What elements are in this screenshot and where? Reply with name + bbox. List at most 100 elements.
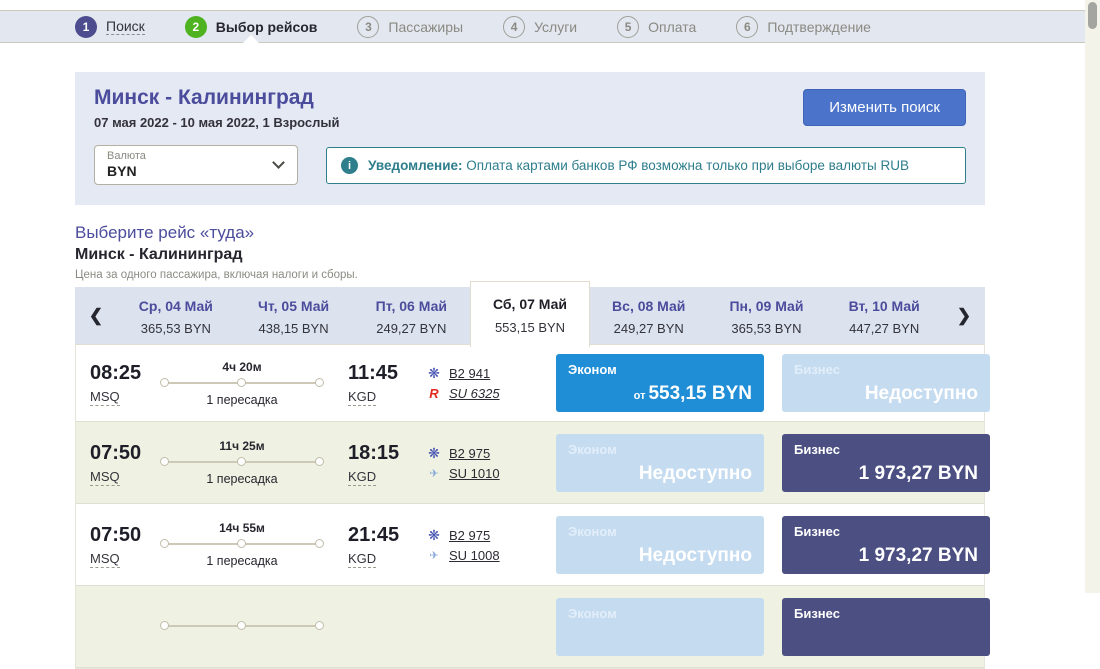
timeline-dot-end — [315, 457, 324, 466]
date-tab-date: Пт, 06 Май — [375, 297, 447, 314]
fare-price — [975, 627, 978, 649]
date-tab-price: 249,27 BYN — [376, 320, 447, 336]
price-value: Недоступно — [638, 544, 752, 566]
fare-price: Недоступно — [636, 545, 752, 567]
edit-search-button[interactable]: Изменить поиск — [803, 89, 966, 126]
date-tab-date: Вс, 08 Май — [612, 297, 686, 314]
departure-airport: MSQ — [90, 550, 158, 568]
flight-number-link[interactable]: B2 941 — [449, 366, 491, 381]
airline-segments: ❋ B2 975 ✈ SU 1010 — [426, 445, 556, 481]
carousel-next-icon[interactable]: ❯ — [943, 306, 985, 326]
flight-number-link[interactable]: B2 975 — [449, 445, 491, 461]
flight-number-link[interactable]: B2 975 — [449, 527, 491, 543]
date-tab-1[interactable]: Ср, 04 Май 365,53 BYN — [117, 296, 235, 336]
price-note: Цена за одного пассажира, включая налоги… — [75, 269, 358, 281]
date-tab-7[interactable]: Вт, 10 Май 447,27 BYN — [825, 296, 943, 336]
timeline-line — [160, 539, 324, 548]
departure-airport-code[interactable]: MSQ — [90, 389, 120, 406]
date-tab-price: 249,27 BYN — [613, 320, 684, 336]
flight-timeline: 14ч 55м 1 пересадка — [158, 521, 326, 568]
departure: 07:50 MSQ — [90, 523, 158, 568]
currency-value: BYN — [107, 162, 137, 179]
flight-number-link[interactable]: SU 1010 — [449, 465, 500, 481]
flight-number-link[interactable]: SU 6325 — [449, 386, 500, 401]
stepper-step-1[interactable]: 1 Поиск — [75, 11, 145, 42]
arrival-airport: KGD — [348, 550, 410, 568]
flight-row: 08:25 MSQ 4ч 20м 1 пересадка 11:45 KGD ❋ B2 941… — [76, 345, 990, 422]
flight-list: 08:25 MSQ 4ч 20м 1 пересадка 11:45 KGD ❋ B2 941… — [75, 345, 990, 669]
price-value: 553,15 BYN — [648, 383, 752, 404]
flight-duration: 11ч 25м — [219, 439, 265, 453]
airline-logo-rossiya-icon: R — [429, 386, 439, 401]
flight-number-link[interactable]: SU 1008 — [449, 547, 500, 563]
date-tab-price: 447,27 BYN — [849, 320, 920, 336]
currency-select[interactable]: Валюта BYN — [94, 145, 298, 185]
date-tab-2[interactable]: Чт, 05 Май 438,15 BYN — [235, 296, 353, 336]
stepper-step-2[interactable]: 2 Выбор рейсов — [184, 11, 318, 42]
economy-fare-block[interactable]: Эконом от 553,15 BYN — [556, 354, 764, 412]
timeline-dot-end — [315, 539, 324, 548]
fare-class-label: Эконом — [568, 441, 617, 457]
flight-segment: R SU 6325 — [426, 386, 556, 401]
notice-title: Уведомление: — [368, 158, 463, 173]
departure — [90, 625, 158, 629]
timeline-dot-start — [160, 539, 169, 548]
vertical-scrollbar[interactable] — [1085, 0, 1100, 593]
flight-segment: ❋ B2 975 — [426, 445, 556, 462]
fare-options: Эконом Недоступно Бизнес 1 973,27 BYN — [556, 433, 990, 492]
summary-header: Минск - Калининград 07 мая 2022 - 10 мая… — [94, 86, 966, 130]
scrollbar-thumb[interactable] — [1088, 2, 1097, 29]
arrival-airport-code[interactable]: KGD — [348, 468, 377, 486]
departure-airport-code[interactable]: MSQ — [90, 468, 120, 486]
departure-airport-code[interactable]: MSQ — [90, 550, 120, 568]
arrival-airport-code[interactable]: KGD — [348, 389, 377, 406]
business-fare-block[interactable]: Бизнес 1 973,27 BYN — [782, 515, 990, 574]
arrival-time: 11:45 — [348, 362, 399, 384]
date-tab-6[interactable]: Пн, 09 Май 365,53 BYN — [708, 296, 826, 336]
departure: 07:50 MSQ — [90, 442, 158, 486]
stops-label: 1 пересадка — [206, 472, 278, 486]
fare-class-label: Эконом — [568, 362, 617, 377]
flight-timeline: 4ч 20м 1 пересадка — [158, 360, 326, 407]
departure-time: 08:25 — [90, 362, 142, 384]
flight-segment: ❋ B2 941 — [426, 365, 556, 382]
date-tab-date: Чт, 05 Май — [258, 297, 330, 314]
stops-label: 1 пересадка — [206, 392, 278, 407]
timeline-line — [160, 377, 324, 387]
notice-banner: i Уведомление: Оплата картами банков РФ … — [326, 147, 966, 184]
carousel-prev-icon[interactable]: ❮ — [75, 306, 117, 326]
stepper: 1 Поиск 2 Выбор рейсов 3 Пассажиры 4 Услуги 5 Опл… — [0, 11, 1085, 42]
stops-label: 1 пересадка — [206, 554, 278, 568]
date-tab-5[interactable]: Вс, 08 Май 249,27 BYN — [590, 296, 708, 336]
flight-row: 07:50 MSQ 14ч 55м 1 пересадка 21:45 KGD ❋ B2 97… — [76, 504, 990, 586]
step-number-badge: 5 — [617, 15, 640, 38]
step-label: Выбор рейсов — [215, 18, 318, 35]
date-tab-date: Сб, 07 Май — [492, 296, 568, 312]
flight-row: Эконом Бизнес — [76, 586, 990, 668]
price-value: 1 973,27 BYN — [858, 462, 978, 484]
booking-page: 1 Поиск 2 Выбор рейсов 3 Пассажиры 4 Услуги 5 Опл… — [0, 0, 1085, 593]
flight-duration: 14ч 55м — [219, 521, 265, 535]
business-fare-block[interactable]: Бизнес — [782, 597, 990, 656]
step-label: Услуги — [534, 18, 578, 35]
price-value: Недоступно — [864, 383, 978, 404]
select-route: Минск - Калининград — [75, 246, 243, 263]
fare-price: 1 973,27 BYN — [856, 545, 978, 567]
timeline-dot-end — [315, 377, 324, 387]
business-fare-block: Бизнес Недоступно — [782, 354, 990, 412]
date-tab-4-selected[interactable]: Сб, 07 Май 553,15 BYN — [470, 281, 590, 347]
departure-airport: MSQ — [90, 389, 158, 406]
airline-segments: ❋ B2 941 R SU 6325 — [426, 365, 556, 401]
arrival-airport-code[interactable]: KGD — [348, 550, 377, 568]
airline-segments: ❋ B2 975 ✈ SU 1008 — [426, 527, 556, 563]
date-tab-3[interactable]: Пт, 06 Май 249,27 BYN — [352, 296, 470, 336]
flight-row: 07:50 MSQ 11ч 25м 1 пересадка 18:15 KGD ❋ B2 97… — [76, 422, 990, 504]
search-summary-card: Минск - Калининград 07 мая 2022 - 10 мая… — [75, 72, 985, 205]
timeline-dot-end — [315, 621, 324, 630]
business-fare-block[interactable]: Бизнес 1 973,27 BYN — [782, 433, 990, 492]
step-label: Подтверждение — [767, 18, 871, 35]
step-label: Оплата — [648, 18, 697, 35]
step-number-badge: 2 — [184, 15, 207, 38]
departure-time: 07:50 — [90, 523, 142, 546]
date-tab-price: 365,53 BYN — [731, 320, 802, 336]
